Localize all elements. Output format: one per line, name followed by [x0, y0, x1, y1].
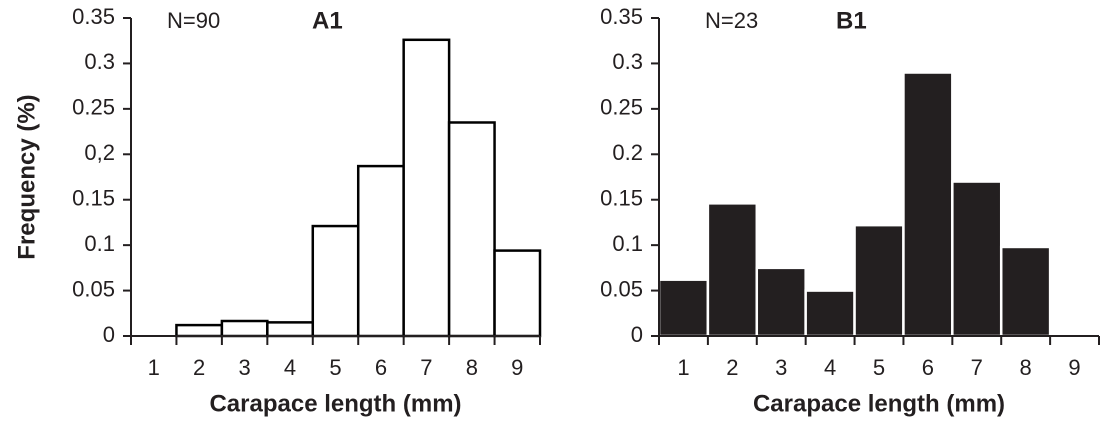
annotation: B1	[836, 7, 867, 34]
y-tick-label: 0.2	[612, 140, 643, 165]
y-tick-label: 0.05	[600, 276, 643, 301]
bar	[311, 224, 360, 338]
y-tick-label: 0,2	[84, 140, 115, 165]
y-axis-label: Frequency (%)	[13, 94, 40, 259]
x-tick-label: 7	[420, 355, 432, 380]
x-tick-label: 8	[1020, 355, 1032, 380]
bar	[493, 249, 542, 338]
bar	[175, 323, 224, 338]
bar	[902, 71, 954, 338]
bar	[951, 180, 1003, 338]
annotation: N=90	[167, 8, 220, 33]
bar	[356, 164, 405, 338]
bar	[266, 321, 315, 338]
x-axis-label: Carapace length (mm)	[209, 390, 461, 417]
bar	[755, 266, 807, 338]
y-tick-label: 0.25	[72, 95, 115, 120]
x-tick-label: 6	[922, 355, 934, 380]
x-tick-label: 5	[329, 355, 341, 380]
annotation: A1	[312, 7, 343, 34]
y-tick-label: 0	[631, 322, 643, 347]
x-axis-label: Carapace length (mm)	[753, 390, 1005, 417]
bar	[220, 319, 269, 338]
x-tick-label: 8	[466, 355, 478, 380]
y-tick-label: 0.05	[72, 276, 115, 301]
bar	[853, 223, 905, 338]
bar	[706, 202, 759, 338]
y-tick-label: 0.1	[84, 231, 115, 256]
y-tick-label: 0.35	[600, 4, 643, 29]
bar	[447, 121, 496, 338]
x-tick-label: 3	[238, 355, 250, 380]
x-tick-label: 4	[824, 355, 836, 380]
bar	[657, 278, 710, 338]
x-tick-label: 6	[375, 355, 387, 380]
y-tick-label: 0	[103, 322, 115, 347]
x-tick-label: 4	[284, 355, 296, 380]
bar	[402, 38, 451, 338]
x-tick-label: 7	[971, 355, 983, 380]
bar	[804, 289, 856, 338]
x-tick-label: 1	[677, 355, 689, 380]
y-tick-label: 0.25	[600, 95, 643, 120]
y-tick-label: 0.35	[72, 4, 115, 29]
x-tick-label: 3	[775, 355, 787, 380]
y-tick-label: 0.15	[72, 186, 115, 211]
x-tick-label: 2	[726, 355, 738, 380]
y-tick-label: 0.15	[600, 186, 643, 211]
y-tick-label: 0.1	[612, 231, 643, 256]
y-tick-label: 0.3	[612, 49, 643, 74]
x-tick-label: 1	[148, 355, 160, 380]
y-tick-label: 0.3	[84, 49, 115, 74]
x-tick-label: 5	[873, 355, 885, 380]
annotation: N=23	[705, 8, 758, 33]
bar	[999, 245, 1052, 338]
x-tick-label: 9	[511, 355, 523, 380]
x-tick-label: 9	[1068, 355, 1080, 380]
x-tick-label: 2	[193, 355, 205, 380]
